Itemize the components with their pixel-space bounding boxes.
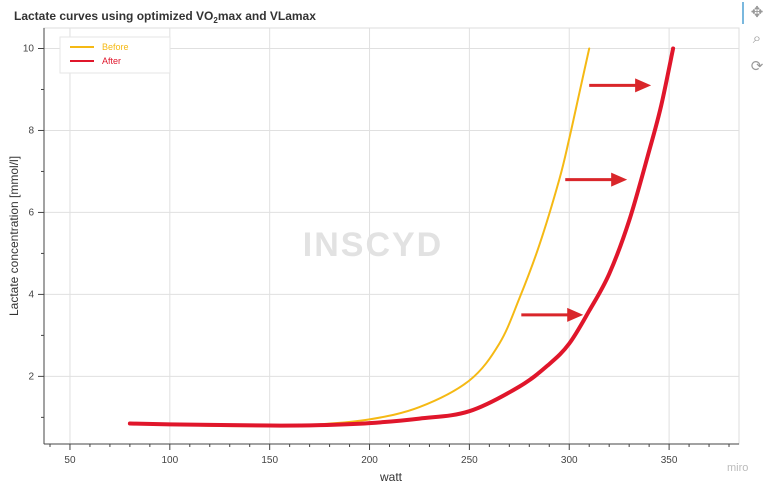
box-zoom-icon[interactable]: ⌕ <box>752 30 762 47</box>
x-tick-label: 50 <box>64 455 76 466</box>
legend-box <box>59 36 171 74</box>
series-line-after <box>127 46 676 428</box>
y-axis-label: Lactate concentration [mmol/l] <box>7 156 21 316</box>
x-tick-label: 150 <box>261 455 278 466</box>
x-tick-label: 250 <box>461 455 478 466</box>
arrow-head <box>611 172 628 187</box>
legend-label-after: After <box>102 56 121 66</box>
arrow-head <box>635 78 652 93</box>
x-tick-label: 350 <box>661 455 678 466</box>
legend-label-before: Before <box>102 42 129 52</box>
x-tick-label: 300 <box>561 455 578 466</box>
chart-title: Lactate curves using optimized VO2max an… <box>14 9 316 25</box>
y-tick-label: 2 <box>28 371 34 382</box>
x-axis-label: watt <box>379 470 403 484</box>
y-tick-label: 10 <box>23 43 35 54</box>
miro-watermark: miro <box>727 462 749 474</box>
watermark: INSCYD <box>303 226 443 264</box>
x-tick-label: 100 <box>161 455 178 466</box>
x-tick-label: 200 <box>361 455 378 466</box>
active-tool-indicator <box>742 2 744 24</box>
y-tick-label: 8 <box>28 125 34 136</box>
reset-icon[interactable]: ⟳ <box>750 58 764 75</box>
pan-icon[interactable]: ✥ <box>750 4 764 21</box>
y-tick-label: 6 <box>28 207 34 218</box>
legend: Before After <box>59 36 171 74</box>
y-tick-label: 4 <box>28 289 34 300</box>
arrow-head <box>567 307 584 322</box>
